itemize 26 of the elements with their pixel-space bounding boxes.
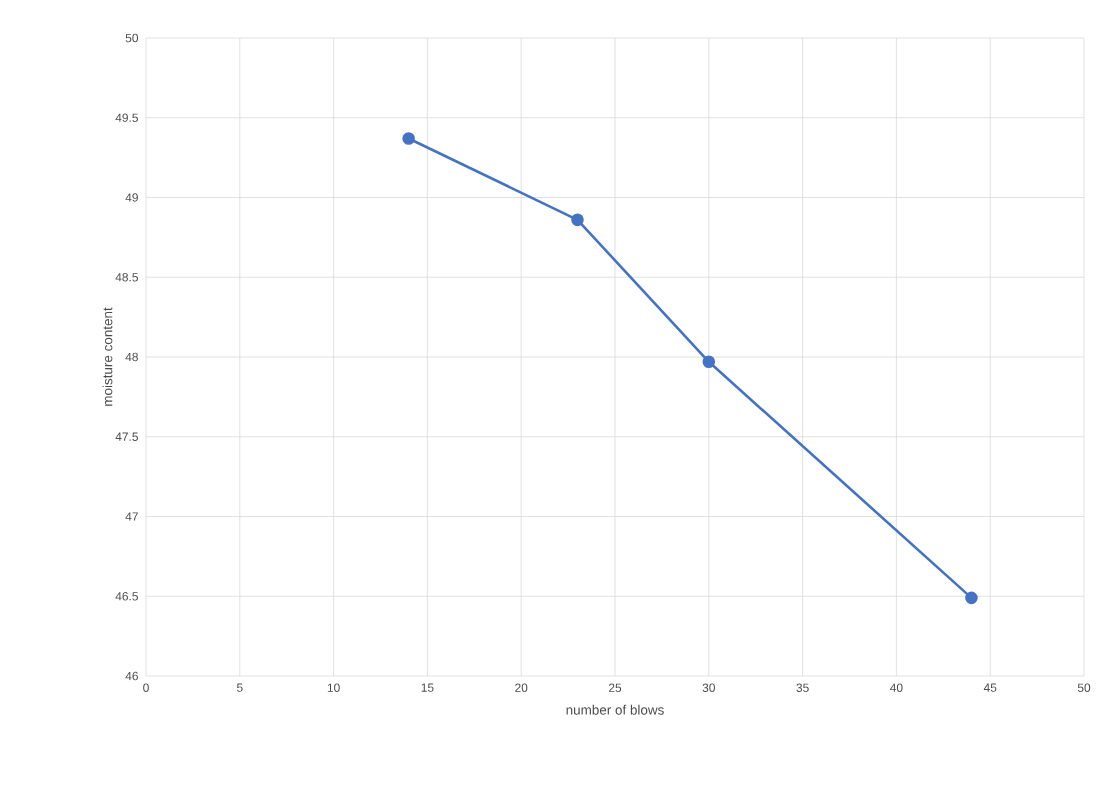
x-tick-label: 15 [421, 683, 434, 692]
x-tick-label: 50 [1077, 683, 1091, 692]
point [402, 132, 415, 145]
x-tick-label: 0 [143, 683, 149, 692]
x-tick-label: 40 [890, 683, 903, 692]
x-tick-label: 5 [236, 683, 243, 692]
point [965, 591, 978, 605]
x-axis-title: number of blows [566, 704, 664, 715]
y-tick-label: 50 [125, 33, 139, 43]
x-tick-label: 30 [702, 683, 715, 692]
y-tick-label: 47 [125, 512, 138, 521]
y-tick-label: 48.5 [115, 273, 138, 282]
x-tick-label: 45 [983, 683, 997, 692]
y-tick-label: 48 [125, 352, 138, 362]
y-tick-label: 47.5 [115, 432, 138, 441]
x-tick-label: 35 [796, 683, 809, 692]
y-tick-label: 49.5 [115, 113, 138, 122]
x-tick-label: 10 [327, 683, 340, 692]
y-axis-title: moisture content [102, 307, 113, 406]
y-tick-label: 49 [125, 193, 138, 202]
y-tick-label: 46 [125, 671, 138, 681]
x-tick-label: 20 [515, 683, 528, 692]
point [702, 355, 716, 369]
x-tick-label: 25 [608, 683, 622, 692]
point [571, 213, 584, 227]
y-tick-label: 46.5 [115, 592, 138, 601]
